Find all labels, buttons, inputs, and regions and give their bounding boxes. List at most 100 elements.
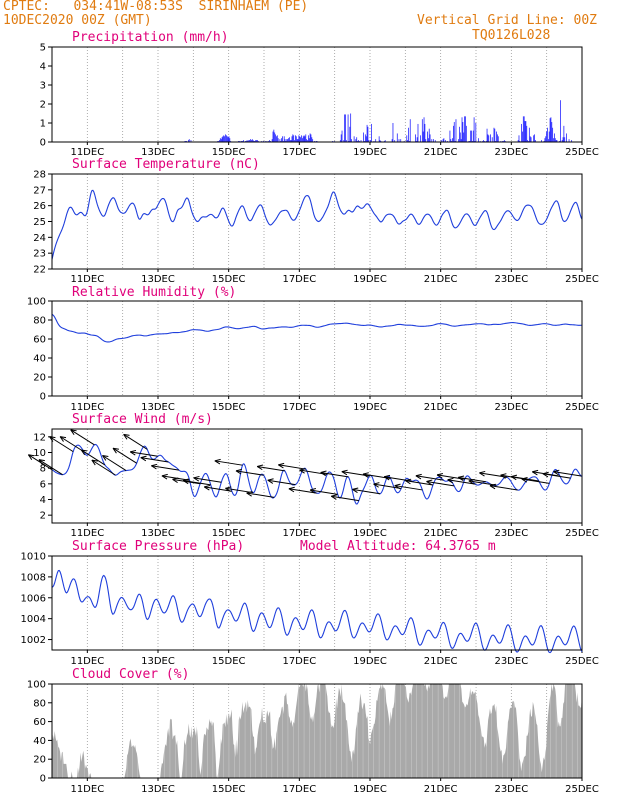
- precip-bar: [518, 135, 520, 142]
- precip-bar: [370, 123, 372, 142]
- x-tick-label: 13DEC: [141, 402, 175, 413]
- precip-bar: [249, 140, 251, 142]
- x-tick-label: 23DEC: [494, 147, 528, 158]
- precip-bar: [343, 140, 345, 142]
- precip-bar: [459, 132, 461, 142]
- y-tick-label: 2: [40, 511, 46, 522]
- x-tick-label: 23DEC: [494, 274, 528, 285]
- precip-bar: [459, 126, 460, 142]
- precip-bar: [251, 140, 252, 142]
- precip-bar: [269, 140, 270, 142]
- precip-bar: [219, 138, 221, 142]
- wind-arrow-head: [278, 462, 285, 469]
- x-tick-label: 23DEC: [494, 656, 528, 667]
- y-tick-label: 8: [40, 464, 46, 475]
- wind-arrow-shaft: [511, 476, 539, 482]
- x-tick-label: 17DEC: [282, 528, 316, 539]
- precip-bar: [306, 139, 308, 142]
- x-tick-label: 25DEC: [565, 147, 599, 158]
- x-tick-label: 23DEC: [494, 784, 528, 795]
- precip-bar: [556, 140, 558, 142]
- precip-bar: [296, 139, 298, 142]
- precip-bar: [455, 119, 457, 142]
- x-tick-label: 11DEC: [70, 274, 104, 285]
- precip-bar: [473, 117, 475, 142]
- precip-bar: [294, 140, 295, 142]
- wind-arrow-head: [182, 478, 190, 485]
- precip-bar: [384, 140, 386, 142]
- precip-bar: [392, 123, 394, 142]
- precip-bar: [541, 140, 542, 142]
- y-tick-label: 24: [33, 233, 46, 244]
- precip-bar: [227, 137, 229, 142]
- y-tick-label: 1004: [21, 614, 46, 625]
- precip-bar: [545, 136, 547, 142]
- x-tick-label: 25DEC: [565, 402, 599, 413]
- wind-arrow-head: [394, 483, 401, 490]
- precip-bar: [394, 140, 396, 142]
- precip-bar: [222, 136, 224, 142]
- x-tick-label: 13DEC: [141, 274, 175, 285]
- precip-bar: [553, 133, 555, 142]
- y-tick-label: 1010: [21, 552, 46, 563]
- precip-bar: [561, 140, 563, 142]
- x-tick-label: 15DEC: [212, 784, 246, 795]
- precip-bar: [449, 130, 451, 142]
- wind-arrow-shaft: [320, 471, 349, 478]
- precip-bar: [443, 138, 445, 142]
- precip-bar: [293, 135, 295, 142]
- wind-arrow-head: [299, 468, 306, 474]
- precip-bar: [493, 127, 495, 142]
- wind-arrow-shaft: [183, 479, 211, 486]
- x-tick-label: 17DEC: [282, 656, 316, 667]
- precip-bar: [295, 135, 296, 142]
- wind-arrow-shaft: [267, 479, 296, 486]
- wind-arrow-shaft: [489, 485, 518, 491]
- x-tick-label: 11DEC: [70, 528, 104, 539]
- y-tick-label: 4: [40, 495, 46, 506]
- wind-arrow-head: [214, 458, 221, 465]
- wind-arrow-head: [309, 488, 317, 494]
- wind-arrow-shaft: [246, 492, 275, 498]
- precip-bar: [429, 134, 431, 142]
- precip-bar: [548, 131, 550, 142]
- y-tick-label: 3: [40, 81, 46, 92]
- precip-bar: [417, 123, 419, 142]
- x-tick-label: 11DEC: [70, 656, 104, 667]
- wind-arrow-head: [123, 433, 130, 440]
- precip-bar: [299, 136, 301, 142]
- precip-bar: [347, 114, 349, 142]
- x-tick-label: 23DEC: [494, 528, 528, 539]
- precip-bar: [407, 140, 409, 142]
- x-tick-label: 19DEC: [353, 147, 387, 158]
- precip-bar: [527, 140, 529, 142]
- precip-bar: [307, 135, 309, 142]
- wind-arrow-shaft: [553, 471, 582, 477]
- precip-bar: [487, 134, 489, 142]
- panel-frame: [51, 428, 583, 524]
- y-tick-label: 25: [33, 217, 46, 228]
- x-tick-label: 19DEC: [353, 784, 387, 795]
- y-tick-label: 1002: [21, 635, 46, 646]
- wind-arrow-shaft: [193, 477, 222, 483]
- precip-bar: [408, 127, 409, 142]
- precip-bar: [275, 134, 276, 142]
- precip-bar: [344, 114, 346, 142]
- x-tick-label: 21DEC: [424, 274, 458, 285]
- precip-bar: [282, 136, 283, 142]
- precip-bar: [420, 135, 421, 142]
- precip-bar: [220, 139, 222, 142]
- wind-arrow-shaft: [70, 429, 95, 446]
- x-tick-label: 11DEC: [70, 147, 104, 158]
- series-line: [51, 569, 583, 654]
- panel-frame: [51, 173, 583, 270]
- x-tick-label: 15DEC: [212, 147, 246, 158]
- precip-bar: [305, 134, 307, 142]
- precip-bar: [464, 116, 465, 142]
- wind-arrow-head: [203, 484, 211, 491]
- precip-bar: [416, 137, 418, 142]
- x-tick-label: 17DEC: [282, 274, 316, 285]
- precip-bar: [225, 135, 227, 142]
- precip-bar: [560, 100, 561, 142]
- precip-bar: [228, 136, 230, 142]
